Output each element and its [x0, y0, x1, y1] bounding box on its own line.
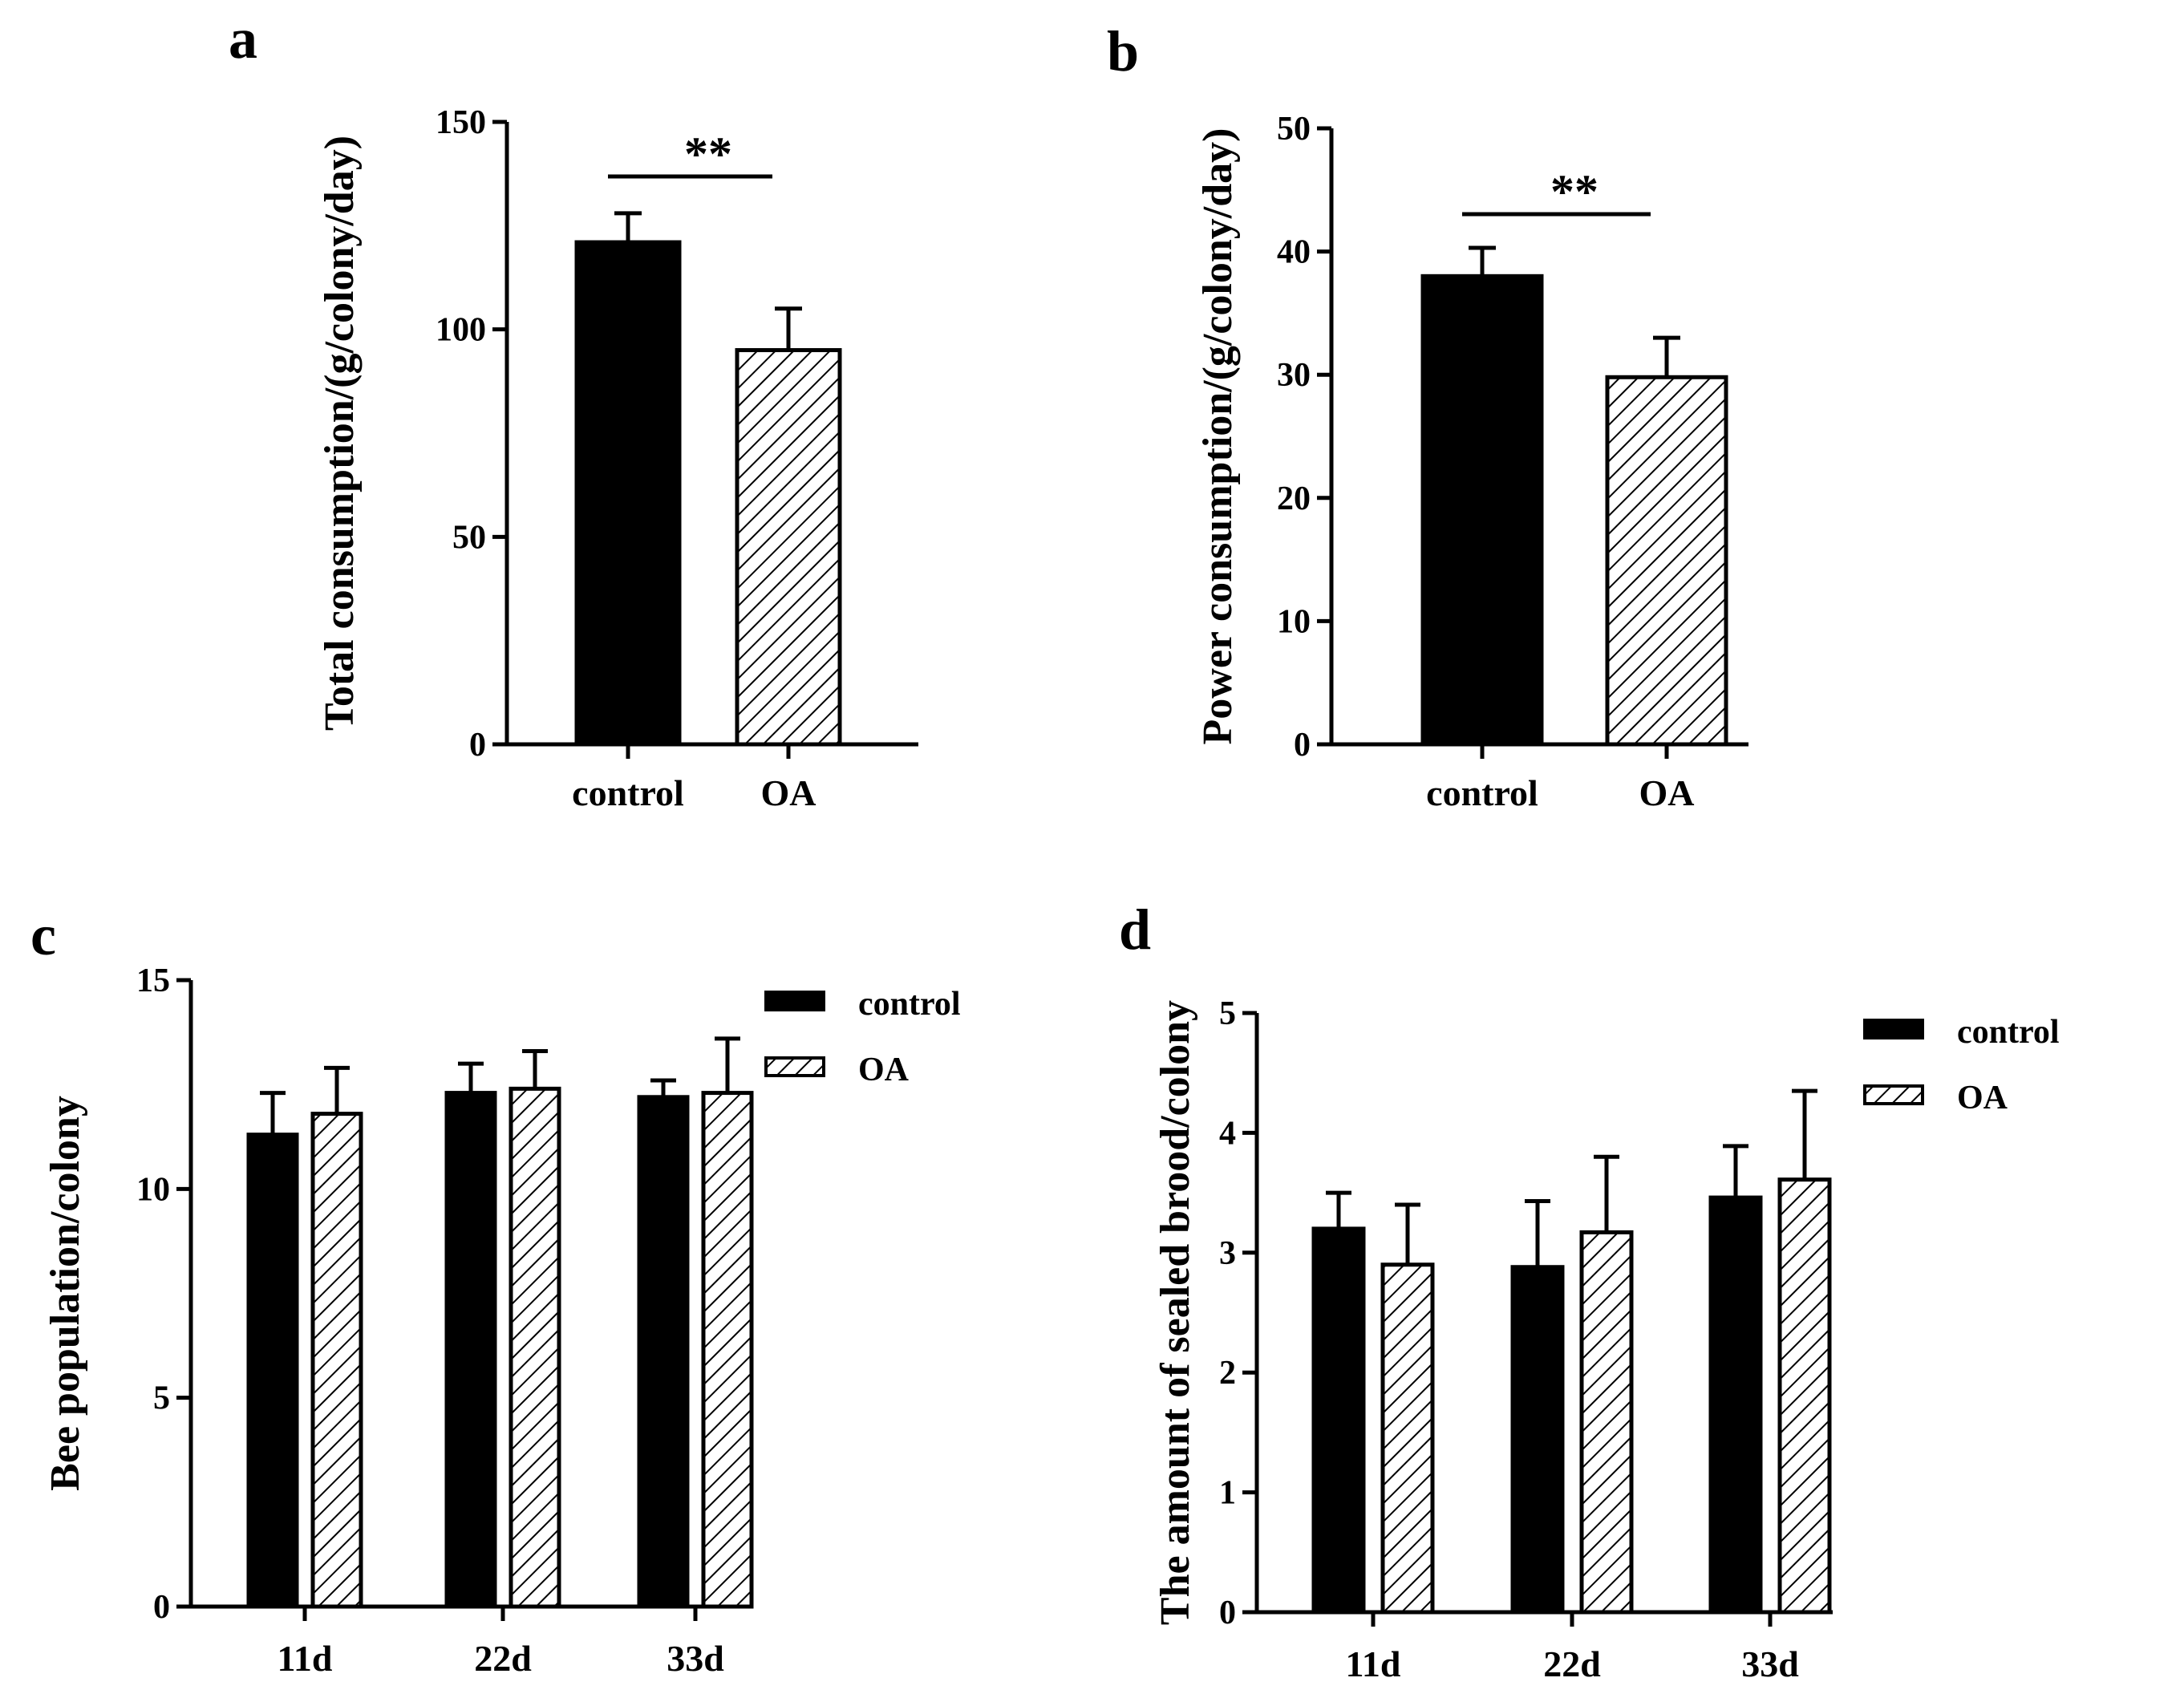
- x-tick-label: 22d: [474, 1638, 532, 1679]
- bar-control: [1708, 1195, 1763, 1615]
- y-tick-label: 5: [1219, 995, 1236, 1032]
- y-tick-label: 50: [1277, 111, 1311, 148]
- plot-a: 0 50 100 150 Total consumption/(g/colony/day…: [317, 104, 918, 813]
- bar-oa: [1380, 1262, 1435, 1615]
- y-axis-label: The amount of sealed brood/colony: [1153, 1000, 1198, 1625]
- x-tick-label: 11d: [1345, 1643, 1400, 1684]
- panel-d: d 0 1 2 3 4 5 The amount of sealed brood/colon…: [1119, 898, 2060, 1684]
- y-tick-label: 0: [1294, 727, 1311, 764]
- bar-oa: [509, 1086, 561, 1609]
- panel-letter-b: b: [1107, 19, 1139, 83]
- x-tick-label: OA: [761, 772, 816, 813]
- bar-oa: [735, 348, 842, 747]
- y-tick-label: 150: [436, 104, 486, 141]
- panel-letter-d: d: [1119, 898, 1151, 962]
- plot-d: 0 1 2 3 4 5 The amount of sealed brood/colony 1…: [1153, 995, 2060, 1684]
- y-tick-label: 4: [1219, 1115, 1236, 1152]
- y-tick-label: 30: [1277, 357, 1311, 394]
- x-tick-label: 11d: [277, 1638, 332, 1679]
- legend-label: OA: [858, 1052, 910, 1088]
- bar-control: [246, 1133, 299, 1609]
- bar-oa: [1579, 1230, 1634, 1615]
- y-tick-label: 5: [153, 1380, 170, 1417]
- y-tick-label: 50: [452, 519, 486, 556]
- legend-swatch-oa: [1863, 1084, 1924, 1105]
- y-tick-label: 10: [1277, 603, 1311, 640]
- y-axis-label: Total consumption/(g/colony/day): [317, 136, 363, 731]
- y-tick-label: 1: [1219, 1475, 1236, 1512]
- y-tick-label: 2: [1219, 1355, 1236, 1392]
- bar-control: [1420, 274, 1544, 747]
- legend-label: control: [1957, 1014, 2060, 1051]
- bar-control: [637, 1095, 690, 1609]
- bar-oa: [701, 1091, 754, 1609]
- bar-control: [1510, 1265, 1565, 1615]
- x-tick-label: 22d: [1543, 1643, 1601, 1684]
- x-tick-label: 33d: [1741, 1643, 1799, 1684]
- panel-letter-c: c: [30, 903, 56, 967]
- x-tick-label: control: [1426, 772, 1538, 813]
- x-tick-label: OA: [1639, 772, 1695, 813]
- y-tick-label: 20: [1277, 480, 1311, 517]
- bar-oa: [310, 1112, 363, 1609]
- plot-b: 0 10 20 30 40 50 Power consumption/(g/colony/d…: [1195, 111, 1748, 813]
- panel-c: c 0 5 10 15 Bee population/colony 11d 22d 33d co…: [30, 903, 961, 1679]
- y-tick-label: 0: [469, 727, 486, 764]
- x-tick-label: control: [572, 772, 684, 813]
- panel-b: b 0 10 20 30 40 50 Power consumption/(g/colony…: [1107, 19, 1748, 813]
- y-tick-label: 15: [136, 962, 170, 999]
- bar-control: [1311, 1226, 1366, 1615]
- plot-c: 0 5 10 15 Bee population/colony 11d 22d 33d cont…: [43, 962, 961, 1679]
- legend-swatch-oa: [764, 1056, 825, 1077]
- y-tick-label: 0: [1219, 1595, 1236, 1631]
- y-tick-label: 3: [1219, 1235, 1236, 1272]
- significance-label: **: [1550, 165, 1598, 218]
- legend-swatch-control: [1863, 1019, 1924, 1039]
- significance-label: **: [684, 128, 732, 180]
- panel-letter-a: a: [229, 6, 257, 71]
- y-tick-label: 100: [436, 312, 486, 349]
- y-axis-label: Power consumption/(g/colony/day): [1195, 128, 1241, 745]
- y-axis-label: Bee population/colony: [43, 1096, 88, 1491]
- bar-oa: [1605, 375, 1728, 747]
- bar-control: [574, 240, 682, 747]
- legend-label: OA: [1957, 1080, 2008, 1116]
- bar-control: [444, 1091, 497, 1609]
- x-tick-label: 33d: [667, 1638, 724, 1679]
- legend-swatch-control: [764, 991, 825, 1011]
- bar-oa: [1777, 1177, 1832, 1615]
- y-tick-label: 10: [136, 1171, 170, 1208]
- y-tick-label: 40: [1277, 234, 1311, 271]
- legend-label: control: [858, 986, 961, 1023]
- panel-a: a 0 50 100 150 Total consumption/(g/colony/d…: [229, 6, 918, 813]
- y-tick-label: 0: [153, 1589, 170, 1626]
